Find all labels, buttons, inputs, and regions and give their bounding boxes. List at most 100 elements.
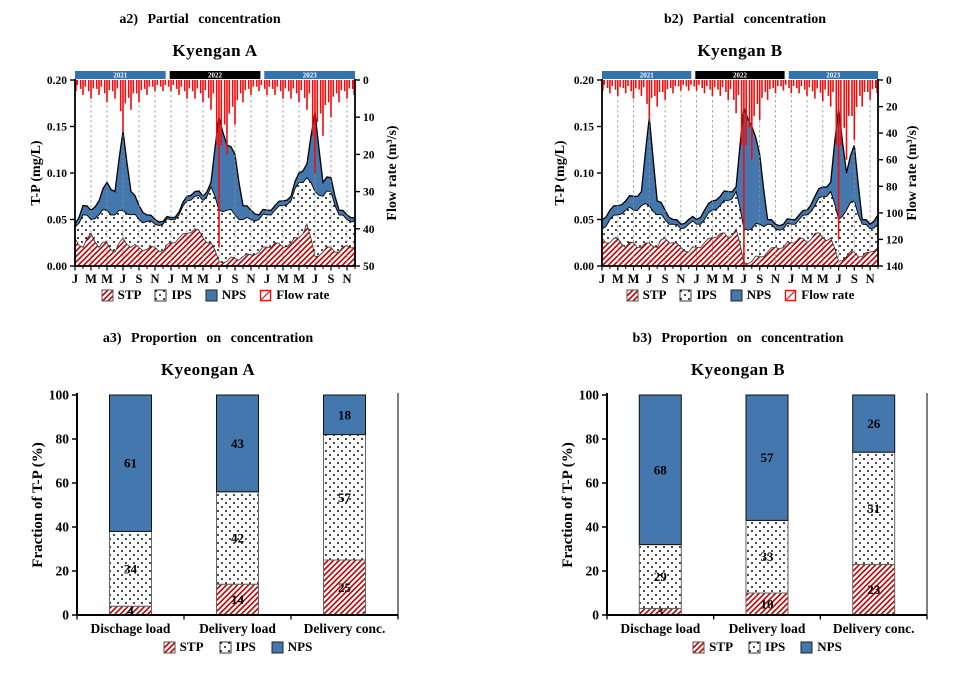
stp-swatch-icon bbox=[692, 641, 705, 653]
legend-item-stp: STP bbox=[101, 287, 142, 303]
right-tick-label: 100 bbox=[886, 208, 904, 220]
left-tick-label: 0.15 bbox=[574, 122, 594, 134]
month-tick-label: J bbox=[216, 272, 222, 286]
y-tick-label: 40 bbox=[586, 520, 600, 535]
bar-value-label: 26 bbox=[867, 416, 881, 431]
month-tick-label: M bbox=[197, 272, 209, 286]
bar-segment-ips bbox=[638, 544, 682, 609]
left-tick-label: 0.10 bbox=[47, 168, 67, 180]
right-tick-label: 20 bbox=[886, 102, 898, 114]
y-tick-label: 0 bbox=[62, 608, 69, 623]
panel-label-b2: b2) Partial concentration bbox=[663, 12, 827, 27]
year-label: 2022 bbox=[208, 72, 223, 80]
bar-segment-nps bbox=[638, 394, 682, 546]
stp-swatch-icon bbox=[101, 289, 114, 301]
legend-a2: STP IPS NPS Flow rate bbox=[55, 287, 375, 303]
right-tick-label: 60 bbox=[886, 155, 898, 167]
left-tick-label: 0.15 bbox=[47, 122, 67, 134]
legend-label: IPS bbox=[765, 639, 786, 654]
chart-title-kyeongan-b: Kyeongan B bbox=[690, 360, 786, 379]
month-tick-label: S bbox=[232, 272, 239, 286]
y-tick-label: 80 bbox=[56, 432, 70, 447]
month-tick-label: M bbox=[706, 272, 718, 286]
legend-label: NPS bbox=[746, 287, 772, 302]
y-tick-label: 80 bbox=[586, 432, 600, 447]
right-axis-title: Flow rate (m³/s) bbox=[385, 125, 400, 221]
legend-item-nps: NPS bbox=[730, 287, 772, 303]
bar-segment-nps bbox=[323, 394, 366, 436]
legend-label: IPS bbox=[235, 639, 256, 654]
year-band bbox=[75, 71, 166, 79]
month-tick-label: J bbox=[264, 272, 270, 286]
bar-value-label: 29 bbox=[654, 569, 668, 584]
panel-label-b3: b3) Proportion on concentration bbox=[632, 331, 844, 346]
time-series-plot-kyengan-a: 2021 2022 2023 0.00 0.05 0.10 0.15 0.20 0 10 20 30 4… bbox=[29, 71, 400, 286]
category-label: Dischage load bbox=[91, 621, 171, 636]
legend-item-stp: STP bbox=[626, 287, 667, 303]
bar-segment-ips bbox=[852, 451, 896, 565]
month-tick-label: J bbox=[646, 272, 652, 286]
bar-value-label: 61 bbox=[124, 456, 137, 471]
legend-item-stp: STP bbox=[692, 639, 733, 655]
legend-label: IPS bbox=[171, 287, 192, 302]
right-tick-label: 40 bbox=[363, 224, 375, 236]
panel-proportion-concentration-b: 3 29 68 Dischage load 10 33 57 Delivery load 23 5… bbox=[530, 325, 970, 676]
month-tick-label: S bbox=[136, 272, 143, 286]
category-label: Delivery load bbox=[199, 621, 276, 636]
legend-label: STP bbox=[642, 287, 667, 302]
stacked-bar-plot-kyeongan-a: 4 34 61 Dischage load 14 42 43 Delivery load 25 5… bbox=[30, 388, 399, 636]
nps-swatch-icon bbox=[730, 289, 743, 301]
month-tick-label: J bbox=[599, 272, 605, 286]
month-tick-label: M bbox=[612, 272, 624, 286]
bar-value-label: 42 bbox=[231, 531, 244, 546]
month-tick-label: M bbox=[277, 272, 289, 286]
right-tick-label: 140 bbox=[886, 261, 904, 273]
month-tick-label: M bbox=[101, 272, 113, 286]
right-tick-label: 30 bbox=[363, 187, 375, 199]
legend-item-flow-rate: Flow rate bbox=[259, 287, 329, 303]
legend-label: NPS bbox=[287, 639, 313, 654]
year-label: 2021 bbox=[113, 72, 128, 80]
legend-b3: STP IPS NPS bbox=[607, 639, 927, 655]
legend-item-nps: NPS bbox=[800, 639, 842, 655]
month-tick-label: S bbox=[662, 272, 669, 286]
year-label: 2023 bbox=[303, 72, 318, 80]
legend-label: NPS bbox=[221, 287, 247, 302]
category-label: Delivery load bbox=[729, 621, 806, 636]
bar-value-label: 33 bbox=[761, 549, 775, 564]
stacked-bar-plot-kyeongan-b: 3 29 68 Dischage load 10 33 57 Delivery load 23 5… bbox=[560, 388, 928, 636]
chart-title-kyengan-b: Kyengan B bbox=[697, 41, 783, 60]
bar-value-label: 57 bbox=[338, 490, 352, 505]
panel-label-a2: a2) Partial concentration bbox=[119, 12, 281, 27]
ips-swatch-icon bbox=[219, 641, 232, 653]
month-tick-label: N bbox=[866, 272, 875, 286]
legend-label: STP bbox=[179, 639, 204, 654]
left-tick-label: 0.20 bbox=[47, 75, 67, 87]
right-tick-label: 80 bbox=[886, 181, 898, 193]
legend-label: IPS bbox=[696, 287, 717, 302]
month-tick-label: J bbox=[788, 272, 794, 286]
time-series-plot-kyengan-b: 2021 2022 2023 0.00 0.05 0.10 0.15 0.20 0 20 40 60 8… bbox=[553, 71, 920, 286]
year-label: 2021 bbox=[640, 72, 655, 80]
right-tick-label: 0 bbox=[363, 75, 369, 87]
month-tick-label: M bbox=[293, 272, 305, 286]
bar-value-label: 43 bbox=[231, 436, 245, 451]
ips-swatch-icon bbox=[154, 289, 167, 301]
month-tick-label: M bbox=[181, 272, 193, 286]
stp-swatch-icon bbox=[626, 289, 639, 301]
bar-value-label: 4 bbox=[127, 603, 134, 618]
legend-item-nps: NPS bbox=[271, 639, 313, 655]
right-tick-label: 0 bbox=[886, 75, 892, 87]
month-tick-label: S bbox=[756, 272, 763, 286]
legend-label: STP bbox=[117, 287, 142, 302]
month-tick-label: N bbox=[771, 272, 780, 286]
flow-rate-swatch-icon bbox=[785, 289, 797, 301]
left-tick-label: 0.00 bbox=[574, 261, 594, 273]
bar-value-label: 23 bbox=[867, 582, 881, 597]
panel-proportion-concentration-a: 4 34 61 Dischage load 14 42 43 Delivery load 25 5… bbox=[0, 325, 485, 676]
year-band bbox=[788, 71, 878, 79]
month-tick-label: M bbox=[801, 272, 813, 286]
year-band bbox=[602, 71, 692, 79]
bar-value-label: 25 bbox=[338, 580, 352, 595]
legend-item-flow-rate: Flow rate bbox=[784, 287, 854, 303]
